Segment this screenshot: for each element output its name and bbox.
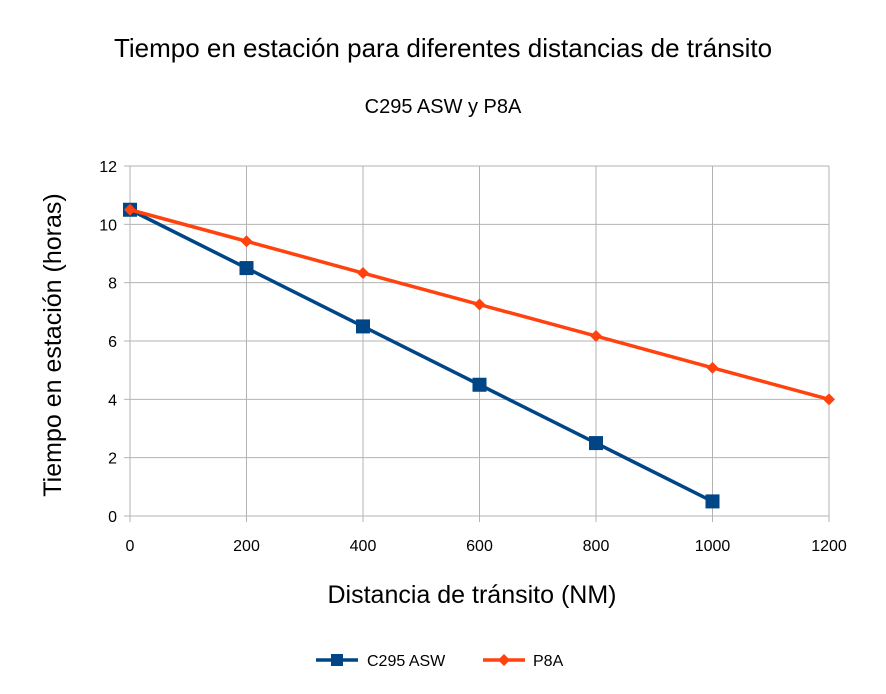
plot-series	[123, 202, 835, 509]
data-point	[823, 393, 835, 406]
y-tick-label: 10	[99, 217, 117, 234]
x-tick-label: 1200	[811, 538, 847, 555]
y-tick-label: 12	[99, 159, 117, 176]
legend-marker	[331, 654, 343, 666]
y-tick-label: 8	[108, 276, 117, 293]
y-tick-label: 6	[108, 334, 117, 351]
data-point	[590, 330, 602, 343]
data-point	[589, 436, 603, 451]
x-tick-label: 0	[126, 538, 135, 555]
chart-subtitle: C295 ASW y P8A	[365, 96, 522, 118]
data-point	[356, 319, 370, 334]
data-point	[472, 377, 487, 392]
x-axis-title: Distancia de tránsito (NM)	[328, 581, 617, 609]
data-point	[473, 298, 486, 311]
x-tick-label: 400	[350, 538, 377, 555]
x-tick-label: 600	[466, 538, 493, 555]
data-point	[706, 361, 719, 374]
legend-marker	[498, 654, 510, 666]
chart-title: Tiempo en estación para diferentes dista…	[114, 33, 772, 63]
legend-label: P8A	[533, 653, 564, 670]
x-tick-label: 800	[583, 538, 610, 555]
plot-grid	[124, 165, 830, 522]
y-tick-label: 4	[108, 392, 117, 409]
x-tick-label: 1000	[695, 538, 731, 555]
y-axis-title: Tiempo en estación (horas)	[39, 193, 67, 496]
legend: C295 ASW P8A	[316, 653, 564, 670]
data-point	[357, 267, 369, 280]
series-line	[129, 208, 714, 503]
legend-item: P8A	[483, 653, 564, 670]
data-point	[239, 261, 254, 276]
legend-item: C295 ASW	[316, 653, 446, 670]
y-tick-label: 2	[108, 451, 117, 468]
axis-ticks: 0 2 4 6 8 10 12 0 200 400 600 800 1000 1200	[99, 159, 847, 555]
data-point	[124, 203, 136, 216]
legend-label: C295 ASW	[367, 653, 446, 670]
data-point	[705, 494, 720, 509]
data-point	[240, 235, 253, 248]
x-tick-label: 200	[233, 538, 260, 555]
series-p8a	[124, 203, 835, 406]
series-c295-asw	[123, 202, 720, 509]
y-tick-label: 0	[108, 509, 117, 526]
